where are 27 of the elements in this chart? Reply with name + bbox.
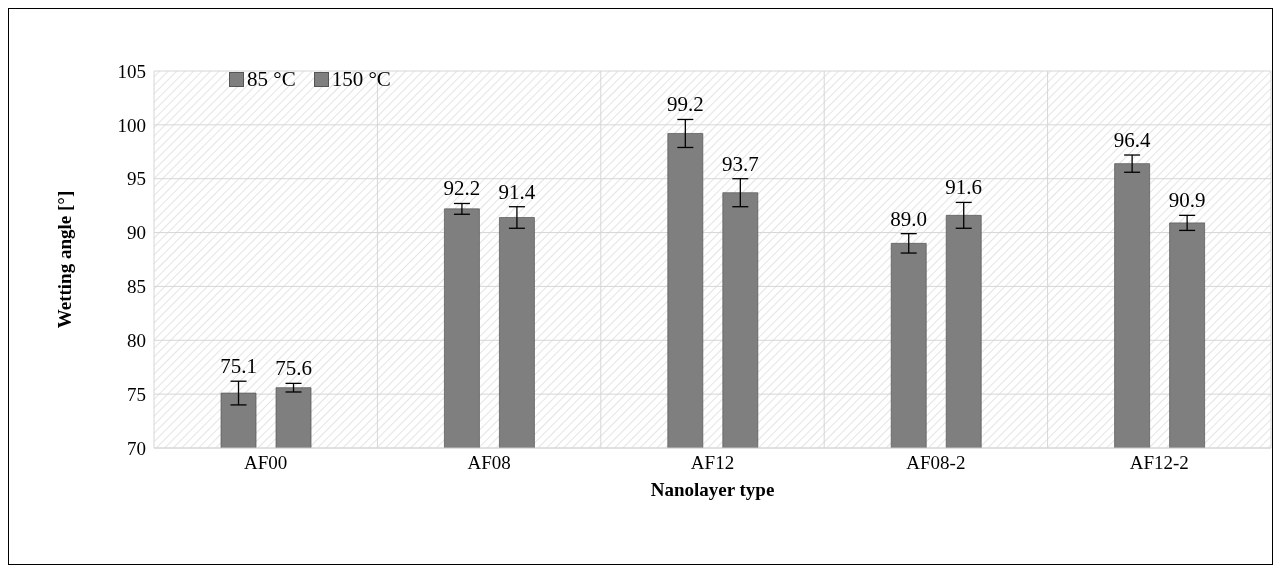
y-tick-label: 105	[117, 60, 146, 82]
data-label: 75.1	[220, 354, 257, 379]
data-label: 93.7	[721, 151, 759, 176]
legend-label: 150 °C	[331, 67, 391, 92]
y-axis-title: Wetting angle [°]	[53, 190, 75, 329]
data-label: 96.4	[1113, 128, 1151, 153]
x-tick-label: AF00	[244, 452, 288, 474]
data-label: 99.2	[666, 92, 704, 117]
y-tick-label: 100	[117, 114, 146, 136]
data-label: 92.2	[443, 176, 481, 201]
data-label: 89.0	[890, 206, 928, 231]
x-tick-label: AF08-2	[906, 452, 966, 474]
data-label: 91.4	[498, 179, 536, 204]
y-tick-label: 80	[127, 330, 146, 352]
data-label: 90.9	[1168, 188, 1206, 213]
y-tick-label: 90	[127, 222, 146, 244]
x-tick-label: AF12-2	[1129, 452, 1189, 474]
y-tick-label: 85	[127, 276, 146, 298]
y-tick-label: 70	[127, 437, 146, 459]
y-tick-label: 95	[127, 168, 146, 190]
legend-label: 85 °C	[247, 67, 296, 92]
y-tick-label: 75	[127, 383, 146, 405]
data-label: 75.6	[275, 356, 312, 381]
x-axis-title: Nanolayer type	[650, 479, 775, 500]
data-label: 91.6	[945, 175, 983, 200]
x-tick-label: AF12	[690, 452, 735, 474]
x-tick-label: AF08	[467, 452, 511, 474]
